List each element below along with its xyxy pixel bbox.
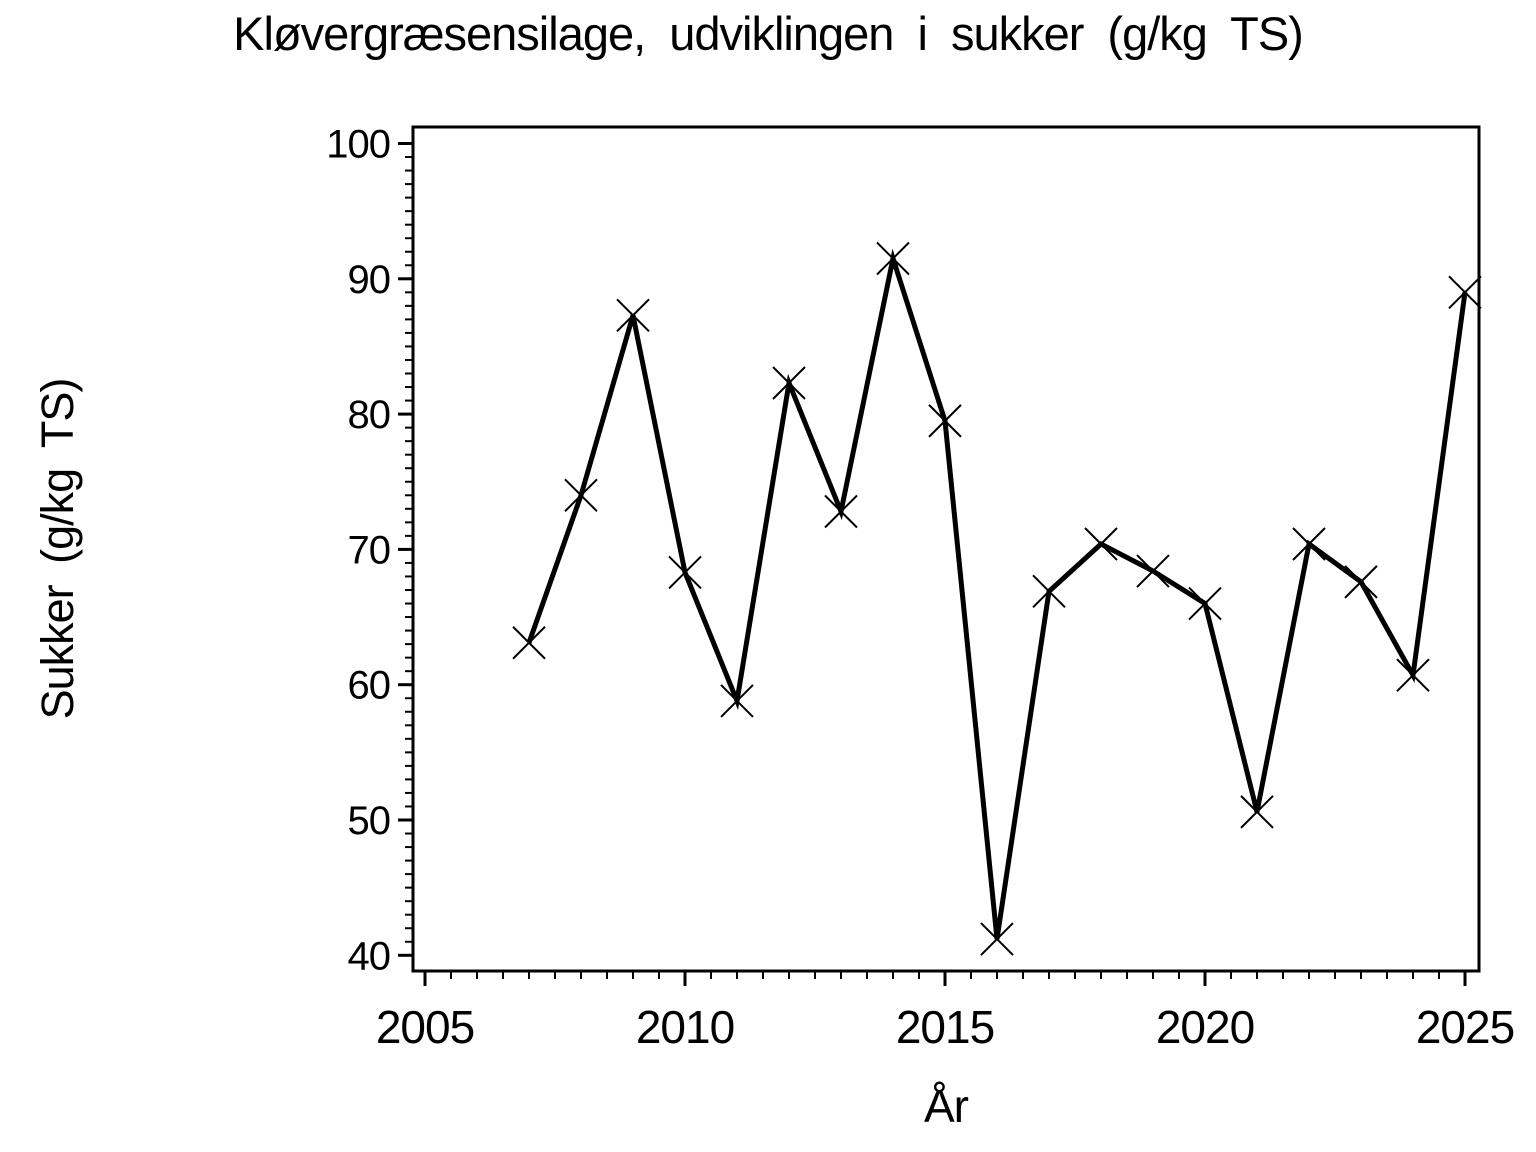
data-point-marker xyxy=(772,366,806,400)
data-point-marker xyxy=(616,298,650,333)
y-tick-label: 70 xyxy=(348,528,391,572)
x-axis-label: År xyxy=(924,1080,969,1132)
data-point-marker xyxy=(1136,554,1170,588)
x-tick-label: 2005 xyxy=(376,1001,474,1053)
x-tick-label: 2010 xyxy=(636,1001,734,1053)
data-point-marker xyxy=(928,404,962,438)
data-point-marker xyxy=(1292,527,1326,561)
data-point-marker xyxy=(564,478,598,512)
x-tick-label: 2015 xyxy=(896,1001,994,1053)
data-point-marker xyxy=(1084,527,1118,561)
y-tick-label: 40 xyxy=(348,934,391,978)
data-point-marker xyxy=(1344,565,1378,599)
y-tick-label: 90 xyxy=(348,258,391,302)
y-tick-label: 100 xyxy=(326,123,390,167)
data-point-marker xyxy=(1188,586,1222,621)
data-point-marker xyxy=(668,555,702,590)
data-point-marker xyxy=(824,494,858,529)
y-tick-label: 60 xyxy=(348,664,391,708)
data-point-marker xyxy=(1032,574,1066,609)
series-line xyxy=(526,248,1468,940)
chart-title: Kløvergræsensilage, udviklingen i sukker… xyxy=(233,7,1304,60)
data-point-marker xyxy=(980,922,1014,956)
y-tick-label: 50 xyxy=(348,799,391,843)
data-point-marker xyxy=(1396,658,1430,692)
data-point-marker xyxy=(1448,275,1482,310)
y-tick-label: 80 xyxy=(348,393,391,437)
x-tick-label: 2020 xyxy=(1156,1001,1254,1053)
data-point-marker xyxy=(720,684,754,718)
data-point-marker xyxy=(1240,795,1274,829)
data-point-marker xyxy=(512,626,546,660)
data-point-marker xyxy=(876,241,910,276)
x-tick-label: 2025 xyxy=(1416,1001,1514,1053)
